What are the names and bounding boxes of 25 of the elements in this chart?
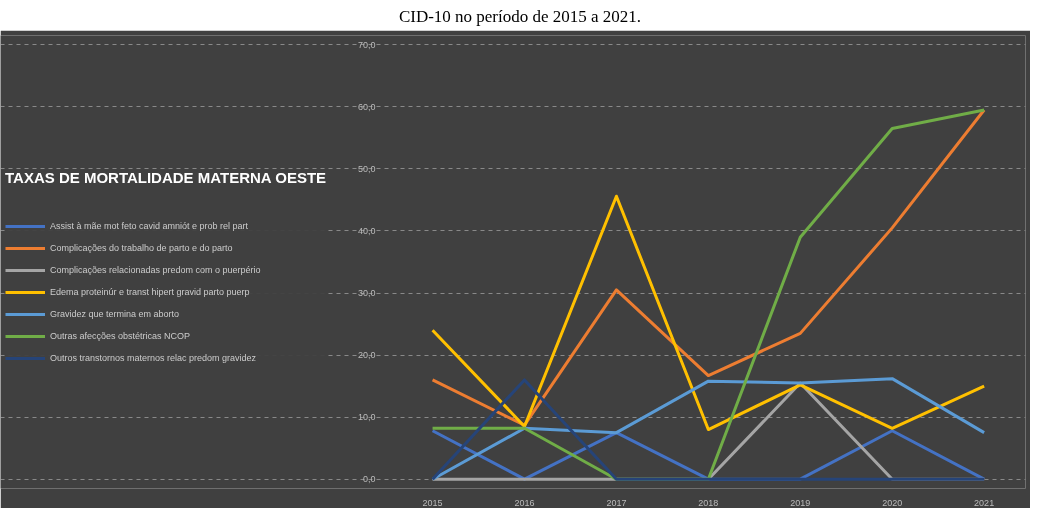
x-tick-label: 2018 bbox=[698, 497, 719, 508]
y-tick-label: 40,0 bbox=[358, 225, 376, 236]
text: TAXAS DE MORTALIDADE MATERNA OESTE bbox=[5, 169, 327, 186]
y-tick-label: 20,0 bbox=[358, 350, 376, 361]
legend-label: Complicações relacionadas predom com o puerpério bbox=[50, 265, 261, 275]
legend-label: Assist à mãe mot feto cavid amniót e prob rel part bbox=[50, 221, 249, 231]
x-tick-label: 2020 bbox=[882, 497, 903, 508]
x-tick-label: 2016 bbox=[514, 497, 535, 508]
y-tick-label: 70,0 bbox=[358, 39, 376, 50]
y-tick-label: 50,0 bbox=[358, 163, 376, 174]
y-tick-label: 0,0 bbox=[363, 474, 376, 485]
x-tick-label: 2019 bbox=[790, 497, 811, 508]
legend-label: Gravidez que termina em aborto bbox=[50, 309, 180, 319]
legend-label: Outras afecções obstétricas NCOP bbox=[50, 331, 191, 341]
y-tick-label: 10,0 bbox=[358, 412, 376, 423]
legend-label: Edema proteinúr e transt hipert gravid parto puerp bbox=[50, 287, 250, 297]
y-tick-label: 60,0 bbox=[358, 101, 376, 112]
legend-label: Complicações do trabalho de parto e do parto bbox=[50, 243, 233, 253]
text: CID-10 no período de 2015 a 2021. bbox=[398, 6, 642, 28]
x-tick-label: 2021 bbox=[974, 497, 995, 508]
y-tick-label: 30,0 bbox=[358, 288, 376, 299]
line-series bbox=[431, 194, 986, 432]
x-tick-label: 2015 bbox=[422, 497, 443, 508]
legend-label: Outros transtornos maternos relac predom gravidez bbox=[50, 353, 257, 363]
x-tick-label: 2017 bbox=[606, 497, 627, 508]
